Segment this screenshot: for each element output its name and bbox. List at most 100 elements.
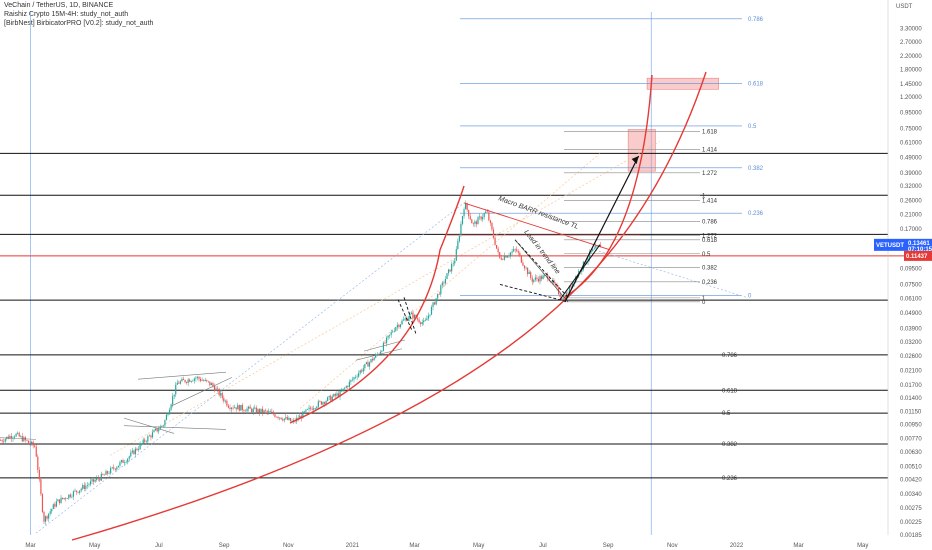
candle <box>319 401 321 402</box>
time-tick-label: Mar <box>409 543 419 549</box>
candle <box>215 388 217 391</box>
candle <box>38 469 40 480</box>
candle <box>382 342 385 351</box>
candle <box>77 491 79 493</box>
price-tag-value: 0.13461 <box>908 241 930 247</box>
candle <box>432 302 434 307</box>
candle <box>155 428 157 431</box>
candle <box>370 359 372 363</box>
candle <box>99 478 101 481</box>
candle <box>571 283 574 288</box>
candle <box>590 251 592 252</box>
candle <box>196 376 199 378</box>
candle <box>451 264 453 272</box>
candle <box>551 280 553 283</box>
candle <box>364 363 366 369</box>
fib-label: 0.786 <box>722 353 738 359</box>
candle <box>409 314 411 319</box>
candle <box>209 381 211 386</box>
candle <box>255 407 257 413</box>
candle <box>275 416 278 418</box>
candle <box>491 222 493 230</box>
candle <box>545 274 547 276</box>
candle <box>466 203 468 210</box>
candle <box>517 251 519 253</box>
candle <box>581 269 583 272</box>
candle <box>145 441 147 443</box>
candle <box>291 420 293 422</box>
axes-layer: USDT 3.30000 2.70000 2.20000 1.80000 1.45000 1… <box>25 0 932 549</box>
blue-fib-label: 0.618 <box>748 82 764 88</box>
candle <box>325 400 327 404</box>
candle <box>52 504 54 510</box>
indicator-label-raishiz[interactable]: Raishiz Crypto 15M-4H: study_not_auth <box>4 11 129 18</box>
candle <box>373 357 375 361</box>
candle <box>320 401 323 405</box>
candle <box>285 417 287 419</box>
candle <box>468 209 470 217</box>
candle <box>72 491 75 497</box>
candle <box>421 322 423 325</box>
price-tick-label: 2.70000 <box>900 40 922 46</box>
candle <box>286 417 288 420</box>
candle <box>534 277 536 280</box>
candle <box>254 407 256 409</box>
candle <box>477 217 479 225</box>
candle <box>54 504 56 507</box>
candle <box>587 258 589 262</box>
candle <box>404 318 406 320</box>
candle <box>350 380 352 382</box>
candle <box>483 213 485 218</box>
price-tick-label: 0.21000 <box>900 213 922 219</box>
candle <box>134 448 137 455</box>
candle <box>416 318 419 320</box>
candle <box>471 219 473 224</box>
candle <box>530 272 532 278</box>
dotted-blue-down-line <box>594 249 749 299</box>
time-tick-label: Sep <box>219 543 230 549</box>
candle <box>252 408 254 413</box>
candle <box>227 405 230 408</box>
candle <box>390 332 392 335</box>
candle <box>151 432 154 438</box>
fib-label: 0.236 <box>722 476 738 482</box>
candle <box>40 479 42 495</box>
candle <box>435 298 437 305</box>
candle <box>423 320 425 323</box>
candle <box>156 428 158 432</box>
candle <box>265 410 267 412</box>
candle <box>238 405 240 411</box>
candle <box>509 252 512 256</box>
target-box <box>627 129 656 172</box>
candle <box>447 269 450 274</box>
candle <box>381 350 383 352</box>
candle <box>65 498 67 499</box>
candle <box>41 494 44 513</box>
candle <box>69 494 71 497</box>
indicator-label-birbnest[interactable]: [BirbNest] BirbicatorPRO [V0.2]: study_n… <box>4 20 154 27</box>
price-tick-label: 0.00770 <box>900 436 922 442</box>
fib-mid-label: 0.382 <box>702 266 718 272</box>
candle <box>554 283 557 286</box>
price-tick-label: 0.49000 <box>900 155 922 161</box>
candle <box>37 456 39 470</box>
blue-fib-label: 0.236 <box>748 211 764 217</box>
candle <box>192 380 194 382</box>
candle <box>361 370 363 372</box>
candle <box>158 429 160 432</box>
candle <box>506 256 509 258</box>
candle <box>455 249 457 261</box>
candle <box>234 407 236 409</box>
candle <box>35 446 37 457</box>
candle <box>429 314 431 316</box>
price-tick-label: 0.95000 <box>900 111 922 117</box>
candle <box>420 322 422 325</box>
candle <box>289 417 292 422</box>
candle <box>514 249 516 250</box>
candle <box>207 380 209 382</box>
candle <box>283 418 285 421</box>
candle <box>159 426 161 430</box>
candle <box>153 430 155 433</box>
candle <box>212 383 214 386</box>
